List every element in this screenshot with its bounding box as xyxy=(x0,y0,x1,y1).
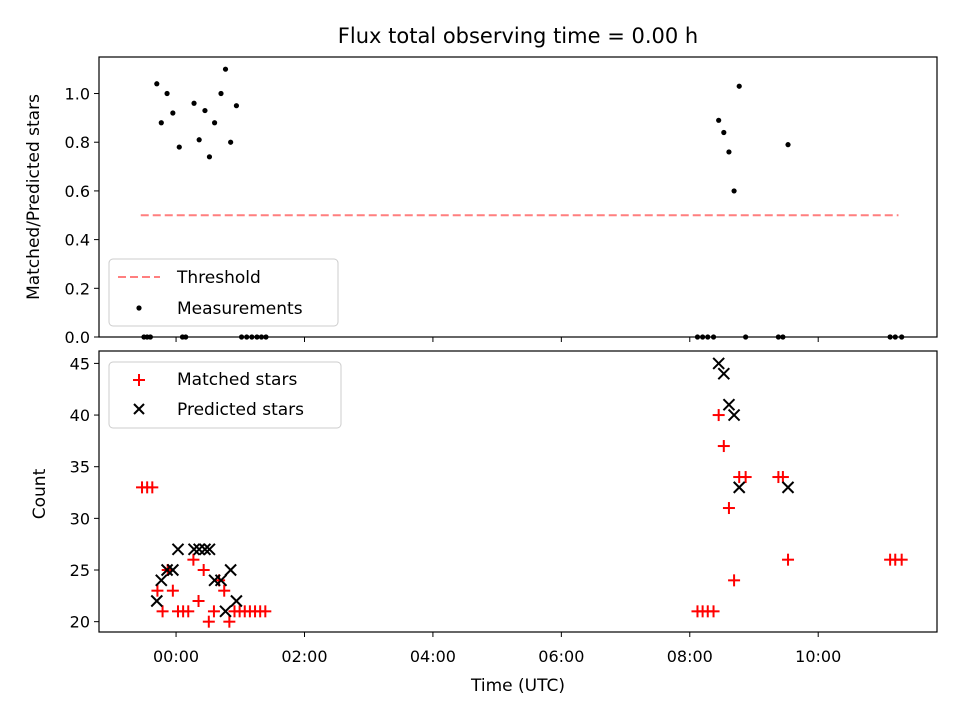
top-legend: Threshold Measurements xyxy=(108,258,339,327)
matched-star-point xyxy=(207,605,220,618)
bottom-y-tick-label: 45 xyxy=(70,354,90,373)
predicted-star-point xyxy=(230,594,243,608)
measurement-point xyxy=(228,139,234,145)
predicted-star-point xyxy=(712,357,725,370)
matched-star-point xyxy=(717,440,730,453)
predicted-star-point xyxy=(171,543,185,556)
predicted-star-point xyxy=(722,398,736,411)
matched-star-point xyxy=(182,605,195,618)
bottom-y-tick-label: 25 xyxy=(70,561,90,580)
top-y-tick-label: 0.2 xyxy=(65,279,90,298)
measurement-point xyxy=(158,120,164,126)
measurement-point xyxy=(206,154,213,160)
measurement-point xyxy=(726,149,732,155)
predicted-star-point xyxy=(727,408,741,422)
measurement-point xyxy=(222,66,229,72)
bottom-x-tick-label: 06:00 xyxy=(538,647,584,666)
measurement-point xyxy=(154,81,160,87)
matched-star-point xyxy=(156,605,169,618)
top-y-tick-label: 0.6 xyxy=(65,182,90,201)
matched-star-point xyxy=(218,584,231,597)
measurement-point xyxy=(218,90,224,97)
predicted-star-point xyxy=(219,605,232,618)
matched-star-point xyxy=(776,471,789,484)
measurement-point xyxy=(736,83,742,89)
top-panel: 0.0 0.2 0.4 0.6 0.8 1.0 Matched/Predicted sta… xyxy=(24,56,938,347)
x-axis-label: Time (UTC) xyxy=(470,676,565,696)
chart-title: Flux total observing time = 0.00 h xyxy=(338,24,698,48)
bottom-y-axis-label: Count xyxy=(30,468,50,519)
measurement-point xyxy=(196,137,202,143)
top-y-tick-label: 1.0 xyxy=(65,85,90,104)
bottom-x-tick-label: 04:00 xyxy=(410,647,456,666)
legend-matched-marker xyxy=(133,374,145,386)
measurement-point xyxy=(785,142,791,148)
predicted-star-point xyxy=(150,594,164,608)
measurement-point xyxy=(233,103,240,109)
predicted-star-point xyxy=(781,481,795,494)
predicted-star-point xyxy=(203,543,216,556)
predicted-star-point xyxy=(166,563,180,577)
predicted-star-point xyxy=(717,367,731,380)
matched-star-point xyxy=(192,595,205,608)
bottom-x-tick-label: 00:00 xyxy=(153,647,199,666)
legend-measurement-dot xyxy=(136,305,142,311)
predicted-star-point xyxy=(155,574,168,587)
top-y-axis-label: Matched/Predicted stars xyxy=(24,94,44,300)
matched-star-point xyxy=(728,574,741,587)
bottom-axes-frame xyxy=(98,350,938,633)
matched-star-point xyxy=(707,605,720,618)
predicted-star-point xyxy=(733,481,746,494)
matched-star-point xyxy=(187,553,200,566)
top-y-tick-label: 0.8 xyxy=(65,133,90,152)
matched-star-point xyxy=(782,553,795,566)
measurement-point xyxy=(191,100,197,106)
measurement-point xyxy=(721,129,727,136)
top-axes-frame xyxy=(98,56,938,338)
matched-star-point xyxy=(202,615,215,628)
predicted-star-point xyxy=(187,543,201,556)
measurement-point xyxy=(716,117,722,123)
measurement-point xyxy=(164,90,170,97)
legend-matched-label: Matched stars xyxy=(177,370,297,390)
predicted-star-point xyxy=(198,543,212,556)
matched-star-point xyxy=(722,502,735,515)
matched-star-point xyxy=(895,553,908,566)
bottom-x-tick-label: 08:00 xyxy=(667,647,713,666)
bottom-x-tick-label: 10:00 xyxy=(795,647,841,666)
matched-star-point xyxy=(712,409,725,422)
matched-star-point xyxy=(223,615,236,628)
matched-star-point xyxy=(739,471,752,484)
legend-predicted-label: Predicted stars xyxy=(177,400,304,420)
measurement-point xyxy=(170,110,176,116)
bottom-y-tick-label: 20 xyxy=(70,613,90,632)
matched-star-point xyxy=(259,605,272,618)
legend-predicted-marker xyxy=(133,403,145,415)
predicted-star-point xyxy=(160,563,174,577)
predicted-star-point xyxy=(224,563,237,577)
measurement-point xyxy=(731,188,737,194)
bottom-y-tick-label: 40 xyxy=(70,406,90,425)
bottom-panel: 20 25 30 35 40 45 00:00 02:00 04:00 06:00 08:00 10… xyxy=(30,350,938,696)
matched-star-point xyxy=(146,481,159,494)
measurement-point xyxy=(176,144,182,150)
top-y-tick-label: 0.4 xyxy=(65,231,90,250)
bottom-y-tick-label: 35 xyxy=(70,458,90,477)
measurement-point xyxy=(211,120,218,126)
predicted-star-point xyxy=(214,574,228,587)
matched-star-point xyxy=(166,584,179,597)
bottom-legend: Matched stars Predicted stars xyxy=(108,361,342,429)
legend-threshold-label: Threshold xyxy=(176,268,261,288)
matched-star-point xyxy=(151,584,164,597)
predicted-star-point xyxy=(192,543,206,556)
legend-measurements-label: Measurements xyxy=(177,299,303,319)
bottom-y-tick-label: 30 xyxy=(70,509,90,528)
bottom-x-tick-label: 02:00 xyxy=(281,647,327,666)
matched-star-point xyxy=(197,564,210,577)
measurement-point xyxy=(202,107,208,114)
top-y-tick-label: 0.0 xyxy=(65,328,90,347)
